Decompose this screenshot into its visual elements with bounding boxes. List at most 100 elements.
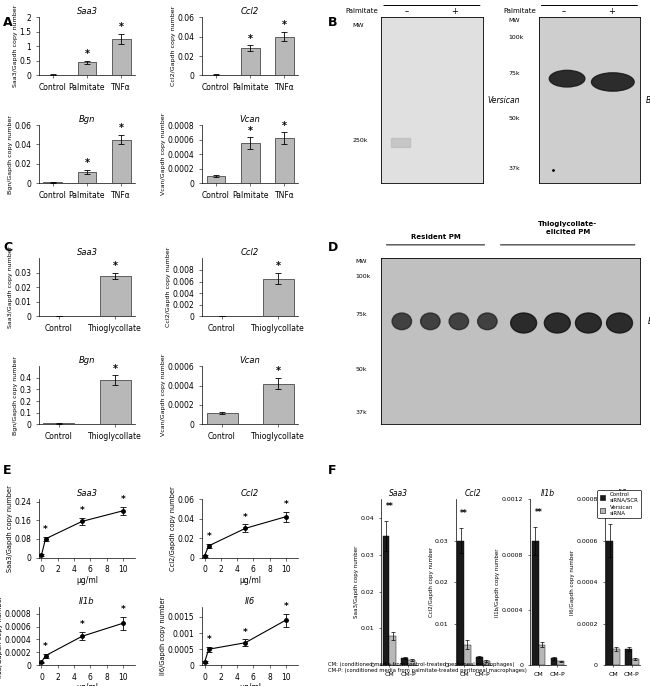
Text: *: * [43,642,48,651]
Y-axis label: Vcan/Gapdh copy number: Vcan/Gapdh copy number [161,113,166,196]
Bar [275,36,294,75]
Text: 75k: 75k [355,312,367,318]
Title: Il1b: Il1b [79,598,95,606]
Bar [275,138,294,183]
Y-axis label: Il6/Gapdh copy number: Il6/Gapdh copy number [161,597,166,676]
Text: 50k: 50k [508,116,519,121]
Text: *: * [206,532,211,541]
Y-axis label: Bgn/Gapdh copy number: Bgn/Gapdh copy number [13,356,18,435]
Title: Ccl2: Ccl2 [241,8,259,16]
Ellipse shape [511,313,537,333]
Bar [402,658,408,665]
Title: Bgn: Bgn [79,115,95,124]
Text: *: * [112,261,118,271]
Text: *: * [43,525,48,534]
Bar [112,140,131,183]
Title: Saa3: Saa3 [77,489,98,499]
Y-axis label: Saa3/Gapdh copy number: Saa3/Gapdh copy number [354,546,359,619]
Y-axis label: Vcan/Gapdh copy number: Vcan/Gapdh copy number [161,354,166,436]
Text: *: * [80,506,84,515]
Text: Biglycan: Biglycan [648,317,650,326]
Text: 100k: 100k [508,35,523,40]
X-axis label: μg/ml: μg/ml [76,683,98,686]
Text: **: ** [460,509,468,519]
Y-axis label: Ccl2/Gapdh copy number: Ccl2/Gapdh copy number [166,247,171,327]
Title: Il1b: Il1b [541,489,555,499]
Y-axis label: Saa3/Gapdh copy number: Saa3/Gapdh copy number [7,485,13,572]
Y-axis label: Il6/Gapdh copy number: Il6/Gapdh copy number [570,549,575,615]
Bar [391,139,410,147]
Text: *: * [283,602,289,611]
Text: A: A [3,16,13,29]
X-axis label: μg/ml: μg/ml [239,683,261,686]
X-axis label: μg/ml: μg/ml [76,576,98,584]
Text: *: * [248,34,253,44]
Title: Il6: Il6 [618,489,627,499]
Title: Ccl2: Ccl2 [465,489,482,499]
Y-axis label: Saa3/Gapdh copy number: Saa3/Gapdh copy number [8,246,13,329]
Text: *: * [243,628,248,637]
Text: *: * [119,123,124,133]
Bar [551,659,557,665]
Title: Bgn: Bgn [79,356,95,365]
Text: MW: MW [353,23,364,28]
Text: *: * [120,495,125,504]
Text: Biglycan: Biglycan [645,96,650,105]
Y-axis label: Saa3/Gapdh copy number: Saa3/Gapdh copy number [13,5,18,87]
Bar [263,279,294,316]
Bar [625,649,632,665]
Ellipse shape [606,313,632,333]
Title: Saa3: Saa3 [389,489,408,499]
Text: +: + [608,7,616,16]
Title: Ccl2: Ccl2 [241,489,259,499]
Text: Palmitate: Palmitate [346,8,378,14]
Text: *: * [243,512,248,521]
Text: **: ** [385,502,393,511]
Title: Vcan: Vcan [240,356,261,365]
Text: Palmitate: Palmitate [503,8,536,14]
Bar [408,660,415,665]
Y-axis label: Il1b/Gapdh copy number: Il1b/Gapdh copy number [495,548,500,617]
Ellipse shape [478,313,497,330]
Text: 100k: 100k [355,274,370,279]
Text: E: E [3,464,12,477]
Title: Ccl2: Ccl2 [241,248,259,257]
Text: CM: (conditioned media from control-treated peritoneal macrophages)
CM-P: (condi: CM: (conditioned media from control-trea… [328,662,527,673]
Bar [99,276,131,316]
Bar [44,423,74,425]
Text: MW: MW [508,18,519,23]
Y-axis label: Ccl2/Gapdh copy number: Ccl2/Gapdh copy number [170,486,176,571]
Text: *: * [206,635,211,643]
Y-axis label: Il1b/Gapdh copy number: Il1b/Gapdh copy number [0,595,3,678]
Text: 250k: 250k [353,138,368,143]
X-axis label: μg/ml: μg/ml [239,576,261,584]
Text: MW: MW [355,259,367,264]
Text: F: F [328,464,337,477]
Bar [632,659,639,665]
Text: C: C [3,241,12,255]
Ellipse shape [449,313,469,330]
Bar [240,48,259,75]
Y-axis label: Ccl2/Gapdh copy number: Ccl2/Gapdh copy number [428,547,434,617]
Bar [240,143,259,183]
Bar [476,657,483,665]
Text: Resident PM: Resident PM [411,234,460,240]
Text: *: * [276,366,281,376]
Bar [457,541,464,665]
Title: Il6: Il6 [245,598,255,606]
Text: *: * [80,620,84,630]
Bar [606,541,613,665]
Text: Versican: Versican [488,96,520,105]
Text: –: – [562,7,566,16]
Y-axis label: Bgn/Gapdh copy number: Bgn/Gapdh copy number [8,115,13,193]
Bar [464,645,471,665]
Ellipse shape [392,313,411,330]
Legend: Control
siRNA/SCR, Versican
siRNA: Control siRNA/SCR, Versican siRNA [597,490,641,518]
Text: *: * [84,49,90,59]
Title: Vcan: Vcan [240,115,261,124]
Text: *: * [112,364,118,374]
Text: **: ** [609,505,617,514]
Ellipse shape [544,313,570,333]
Bar [99,380,131,425]
Text: *: * [120,605,125,614]
